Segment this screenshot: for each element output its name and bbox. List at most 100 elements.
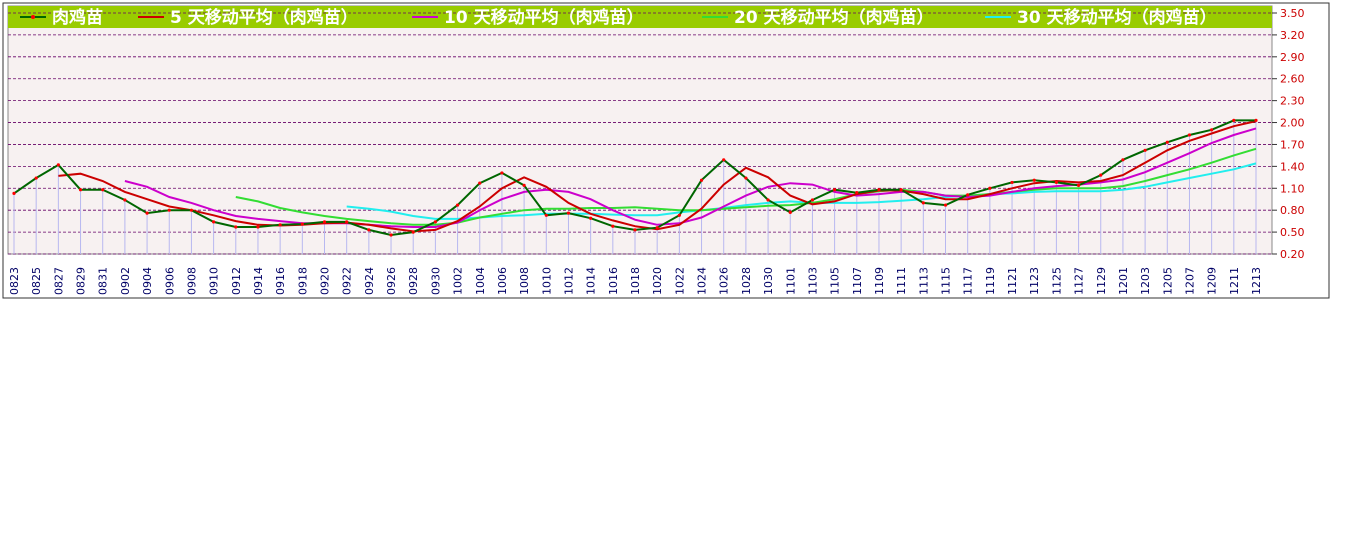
- x-tick-label: 1002: [452, 267, 465, 295]
- x-tick-label: 0918: [296, 267, 309, 295]
- point: [167, 208, 171, 212]
- point: [455, 203, 460, 207]
- point: [943, 203, 948, 207]
- y-tick-label: 1.40: [1280, 160, 1305, 173]
- x-tick-label: 1014: [585, 267, 598, 295]
- x-tick-label: 1127: [1073, 267, 1086, 295]
- x-tick-label: 0930: [429, 267, 442, 295]
- x-tick-label: 1213: [1250, 267, 1263, 295]
- point: [633, 228, 637, 232]
- point: [56, 163, 60, 167]
- point: [234, 225, 238, 229]
- point: [589, 216, 593, 220]
- x-tick-label: 1129: [1095, 267, 1108, 295]
- x-tick-label: 1207: [1183, 267, 1196, 295]
- series-line: [346, 162, 1257, 220]
- point: [12, 191, 16, 195]
- x-tick-label: 0926: [385, 267, 398, 295]
- x-tick-label: 1028: [740, 267, 753, 295]
- x-tick-label: 0902: [119, 267, 132, 295]
- x-tick-label: 1101: [784, 267, 797, 295]
- point: [988, 186, 992, 190]
- series-line: [235, 147, 1257, 226]
- x-tick-label: 1125: [1050, 267, 1063, 295]
- legend-marker: [31, 15, 35, 19]
- point: [478, 181, 482, 185]
- legend-label: 肉鸡苗: [52, 7, 103, 28]
- point: [345, 220, 349, 224]
- point: [212, 220, 216, 224]
- point: [1099, 173, 1103, 177]
- x-tick-label: 1111: [895, 267, 908, 295]
- point: [34, 176, 38, 180]
- point: [855, 191, 859, 195]
- x-tick-label: 1107: [851, 267, 864, 295]
- x-tick-label: 0916: [274, 267, 287, 295]
- x-tick-label: 0823: [8, 267, 21, 295]
- point: [566, 211, 571, 215]
- x-tick-label: 0904: [141, 267, 154, 295]
- x-tick-label: 1205: [1161, 267, 1174, 295]
- point: [78, 188, 83, 192]
- legend-label: 20 天移动平均（肉鸡苗）: [734, 7, 934, 28]
- x-tick-label: 1012: [562, 267, 575, 295]
- point: [1143, 148, 1147, 152]
- y-tick-label: 0.50: [1280, 226, 1305, 239]
- x-tick-label: 0908: [185, 267, 198, 295]
- x-tick-label: 1008: [518, 267, 531, 295]
- point: [921, 201, 925, 205]
- point: [500, 171, 504, 175]
- x-tick-label: 1123: [1028, 267, 1041, 295]
- x-tick-label: 1119: [984, 267, 997, 295]
- x-tick-label: 0906: [163, 267, 176, 295]
- point: [123, 198, 127, 202]
- point: [833, 188, 837, 192]
- point: [1076, 183, 1081, 187]
- y-tick-label: 3.50: [1280, 7, 1305, 20]
- point: [1210, 128, 1214, 132]
- x-tick-label: 0914: [252, 267, 265, 295]
- point: [1232, 118, 1236, 122]
- x-tick-label: 1016: [607, 267, 620, 295]
- legend-label: 30 天移动平均（肉鸡苗）: [1017, 7, 1217, 28]
- point: [544, 213, 548, 217]
- point: [367, 228, 371, 232]
- point: [522, 183, 526, 187]
- x-tick-label: 0920: [319, 267, 332, 295]
- point: [766, 198, 770, 202]
- y-tick-label: 1.10: [1280, 182, 1305, 195]
- y-tick-label: 2.30: [1280, 95, 1305, 108]
- point: [411, 230, 415, 234]
- y-tick-label: 0.80: [1280, 204, 1305, 217]
- y-tick-label: 3.20: [1280, 29, 1305, 42]
- x-tick-label: 1203: [1139, 267, 1152, 295]
- y-tick-label: 1.70: [1280, 138, 1305, 151]
- x-tick-label: 1109: [873, 267, 886, 295]
- point: [788, 210, 792, 214]
- x-tick-label: 1115: [940, 267, 953, 295]
- y-tick-label: 0.20: [1280, 248, 1305, 261]
- x-tick-label: 1201: [1117, 267, 1130, 295]
- point: [433, 220, 437, 224]
- legend-label: 5 天移动平均（肉鸡苗）: [170, 7, 358, 28]
- x-tick-label: 1117: [962, 267, 975, 295]
- point: [722, 158, 726, 162]
- point: [389, 233, 393, 237]
- x-tick-label: 0928: [407, 267, 420, 295]
- x-tick-label: 1113: [917, 267, 930, 295]
- x-tick-label: 1020: [651, 267, 664, 295]
- x-tick-label: 1209: [1206, 267, 1219, 295]
- x-tick-label: 1105: [829, 267, 842, 295]
- point: [611, 224, 615, 228]
- point: [1187, 133, 1192, 137]
- point: [300, 222, 304, 226]
- y-tick-label: 2.90: [1280, 51, 1305, 64]
- x-tick-label: 1010: [540, 267, 553, 295]
- x-tick-label: 0910: [208, 267, 221, 295]
- point: [1165, 140, 1169, 144]
- point: [744, 176, 748, 180]
- x-tick-label: 0831: [97, 267, 110, 295]
- point: [256, 225, 260, 229]
